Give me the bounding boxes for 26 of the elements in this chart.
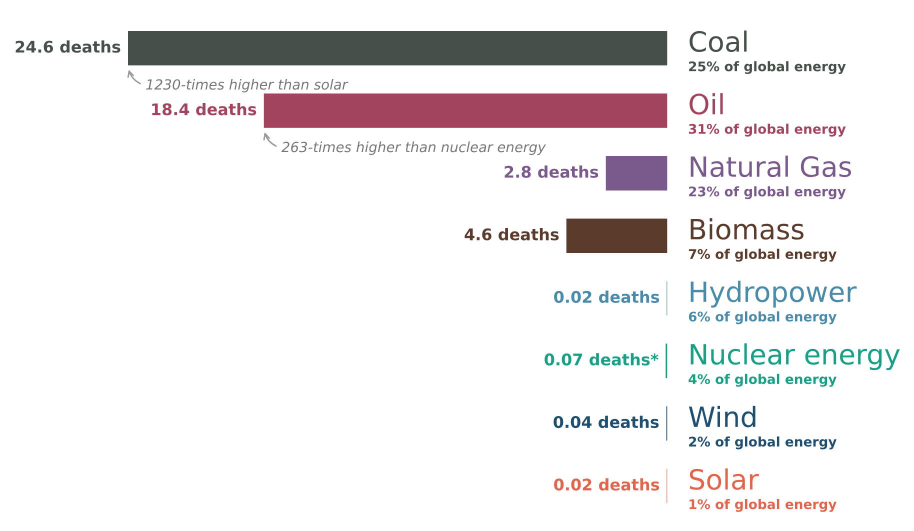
annotation: 1230-times higher than solar — [146, 78, 348, 92]
data-label: 0.07 deaths* — [544, 353, 658, 366]
text: 4% of global energy — [688, 374, 837, 387]
y-tick-label: Solar — [690, 468, 759, 490]
text: 31% of global energy — [688, 124, 846, 137]
data-label: 4.6 deaths — [464, 228, 559, 240]
data-label: 0.02 deaths — [554, 478, 660, 491]
data-label: 0.04 deaths — [554, 416, 659, 428]
data-label: 2.8 deaths — [504, 166, 598, 178]
text: 1% of global energy — [690, 498, 837, 512]
y-tick-label: Wind — [688, 406, 756, 428]
y-tick-label: Nuclear energy — [690, 343, 900, 370]
data-label: 24.6 deaths — [16, 40, 120, 53]
y-tick-label: Natural Gas — [690, 156, 852, 178]
y-tick-label: Coal — [690, 30, 747, 52]
text: 2% of global energy — [689, 436, 837, 450]
text: 6% of global energy — [688, 311, 837, 324]
text: 7% of global energy — [688, 248, 837, 262]
annotation: 263-times higher than nuclear energy — [281, 142, 546, 155]
y-tick-label: Hydropower — [690, 280, 857, 308]
data-label: 0.02 deaths — [554, 290, 660, 303]
y-tick-label: Oil — [690, 93, 723, 115]
y-tick-label: Biomass — [690, 218, 804, 240]
text: 23% of global energy — [689, 186, 846, 200]
data-label: 18.4 deaths — [152, 102, 256, 116]
text: 25% of global energy — [689, 61, 846, 74]
